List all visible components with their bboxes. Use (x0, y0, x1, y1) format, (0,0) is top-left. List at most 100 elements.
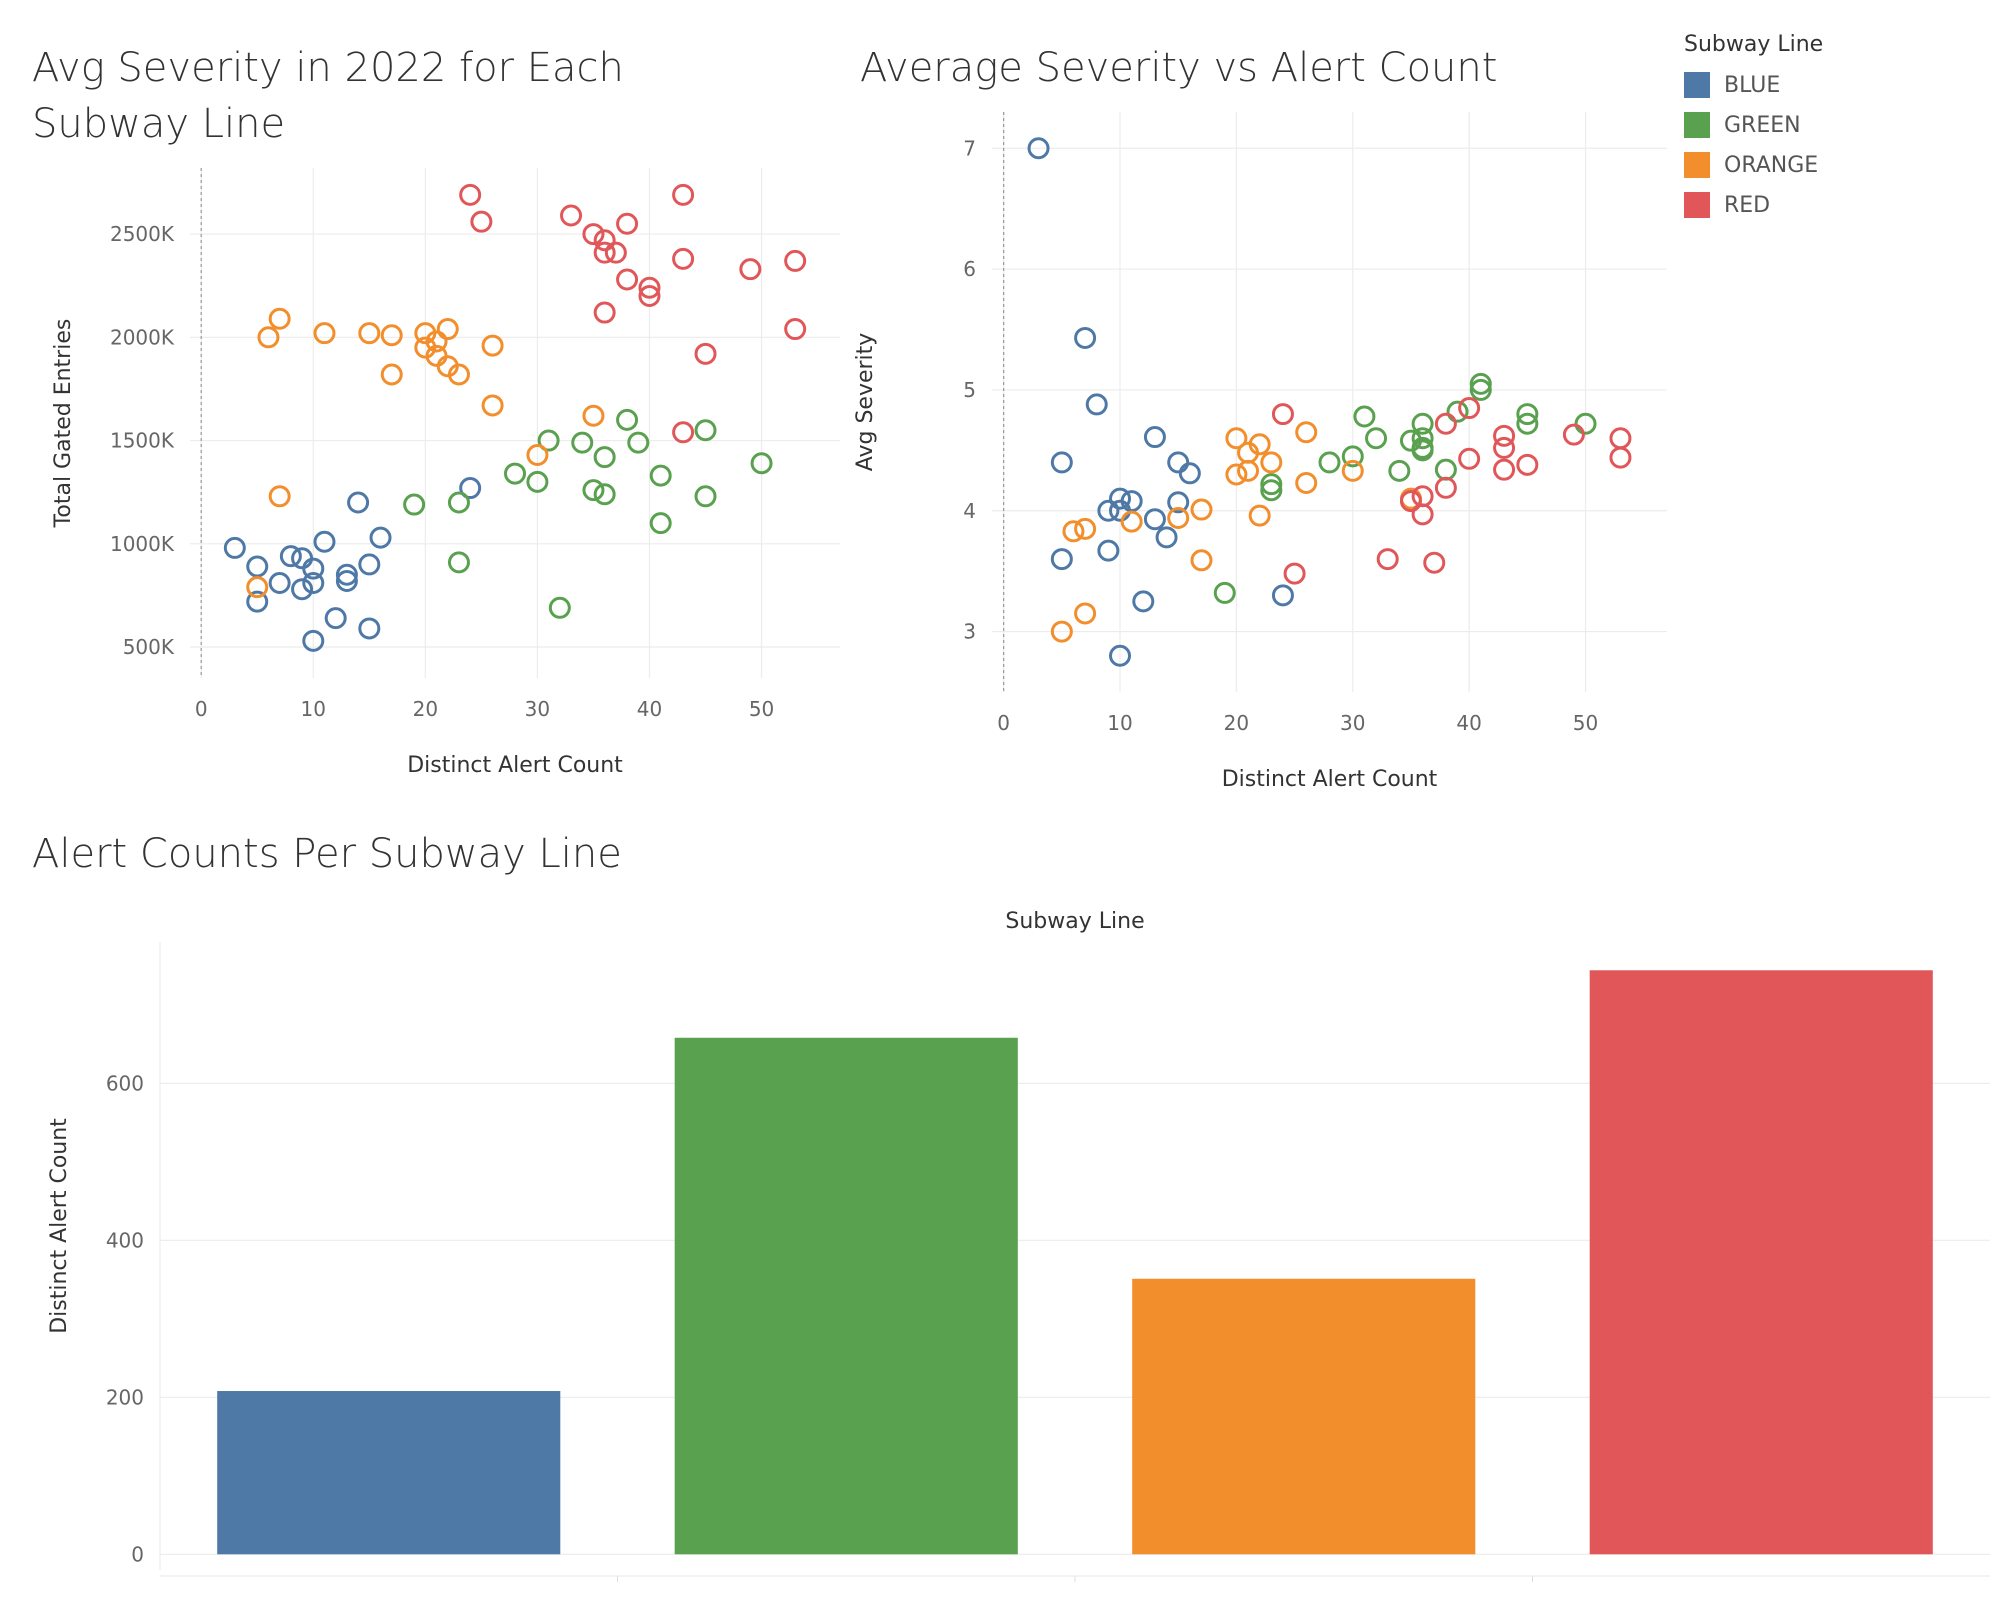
bar-chart-alert-counts: Subway Line 0 200 400 600 Distinct Alert Coun… (47, 909, 1990, 1582)
data-point-green (582, 479, 605, 502)
data-point-blue (1050, 548, 1073, 571)
y-tick-label: 200 (106, 1385, 144, 1409)
data-point-green (750, 452, 773, 475)
data-point-green (1469, 372, 1492, 395)
y-axis-title: Distinct Alert Count (47, 1118, 72, 1334)
data-point-red (1493, 436, 1516, 459)
legend-item-red[interactable]: RED (1684, 185, 1823, 225)
data-point-red (638, 285, 661, 308)
data-point-red (1271, 403, 1294, 426)
data-point-blue (358, 553, 381, 576)
data-point-orange (1225, 427, 1248, 450)
data-point-green (1411, 412, 1434, 435)
data-point-green (1446, 400, 1469, 423)
y-tick-label: 7 (963, 136, 976, 160)
data-point-green (548, 596, 571, 619)
x-tick-label: 50 (749, 697, 774, 721)
legend-title: Subway Line (1684, 32, 1824, 57)
data-point-green (1469, 378, 1492, 401)
data-point-blue (246, 555, 269, 578)
x-tick-label: 40 (1456, 711, 1481, 735)
data-point-red (1493, 424, 1516, 447)
data-point-orange (1237, 459, 1260, 482)
legend: Subway Line BLUE GREEN ORANGE RED (1684, 32, 1823, 225)
data-point-red (672, 421, 695, 444)
x-tick-label: 10 (301, 697, 326, 721)
legend-swatch-blue (1684, 72, 1710, 98)
data-point-green (447, 491, 470, 514)
data-point-blue (1050, 451, 1073, 474)
data-point-green (1516, 403, 1539, 426)
x-tick-label: 30 (1340, 711, 1365, 735)
data-point-red (1609, 427, 1632, 450)
data-point-blue (1132, 590, 1155, 613)
data-point-blue (1027, 137, 1050, 160)
x-axis-title: Subway Line (1005, 909, 1144, 934)
data-point-orange (447, 363, 470, 386)
data-point-red (593, 229, 616, 252)
data-point-red (1562, 423, 1585, 446)
scatter-chart-avg-severity: 0 10 20 30 40 50 3 4 5 6 7 Distinct Alert Count Avg … (853, 112, 1667, 790)
data-point-orange (380, 363, 403, 386)
bar-red (1589, 970, 1933, 1555)
scatter1-title: Avg Severity in 2022 for Each Subway Lin… (32, 45, 624, 147)
data-point-red (459, 183, 482, 206)
data-point-blue (302, 572, 325, 595)
data-point-blue (1143, 508, 1166, 531)
legend-label-red: RED (1724, 192, 1771, 218)
data-point-blue (291, 578, 314, 601)
data-point-blue (1109, 644, 1132, 667)
bar-title: Alert Counts Per Subway Line (32, 831, 622, 877)
data-point-orange (246, 576, 269, 599)
data-point-orange (1167, 507, 1190, 529)
data-point-orange (481, 394, 504, 417)
data-point-red (1411, 503, 1434, 526)
x-tick-label: 0 (195, 697, 208, 721)
y-axis-title: Avg Severity (853, 333, 878, 472)
data-point-green (649, 464, 672, 487)
data-point-green (504, 462, 526, 485)
data-point-green (403, 493, 426, 516)
data-point-orange (313, 322, 336, 345)
data-point-green (1365, 427, 1388, 450)
data-point-green (1388, 459, 1411, 482)
legend-item-green[interactable]: GREEN (1684, 105, 1823, 145)
y-tick-label: 6 (963, 257, 976, 281)
y-tick-label: 600 (106, 1071, 144, 1095)
data-point-green (593, 483, 616, 506)
legend-item-orange[interactable]: ORANGE (1684, 145, 1823, 185)
data-point-red (1399, 490, 1422, 513)
data-point-blue (246, 590, 269, 613)
data-point-red (593, 301, 616, 324)
data-point-blue (1120, 490, 1143, 513)
data-point-blue (369, 526, 392, 549)
data-point-blue (324, 607, 347, 630)
y-axis-title: Total Gated Entries (51, 319, 76, 529)
data-point-red (1516, 453, 1539, 476)
data-point-blue (1097, 539, 1120, 562)
data-point-orange (1248, 504, 1271, 527)
x-tick-label: 10 (1107, 711, 1132, 735)
legend-item-blue[interactable]: BLUE (1684, 65, 1823, 105)
data-point-red (784, 318, 807, 341)
data-point-orange (1190, 498, 1213, 521)
data-point-blue (459, 477, 482, 500)
data-point-green (1516, 412, 1539, 435)
data-point-red (638, 276, 661, 299)
data-point-green (694, 419, 717, 442)
data-point-red (739, 258, 762, 281)
data-point-red (593, 241, 616, 264)
data-point-orange (1120, 510, 1143, 533)
data-point-red (616, 268, 639, 291)
bar-orange (1132, 1278, 1476, 1555)
data-point-orange (436, 318, 459, 341)
y-tick-label: 500K (123, 635, 175, 659)
data-point-green (1411, 439, 1434, 462)
y-tick-label: 4 (963, 499, 976, 523)
data-point-green (1353, 405, 1376, 428)
data-point-green (627, 431, 650, 454)
data-point-red (1493, 458, 1516, 481)
data-point-green (526, 470, 549, 493)
data-point-red (1283, 562, 1306, 585)
x-tick-label: 30 (525, 697, 550, 721)
